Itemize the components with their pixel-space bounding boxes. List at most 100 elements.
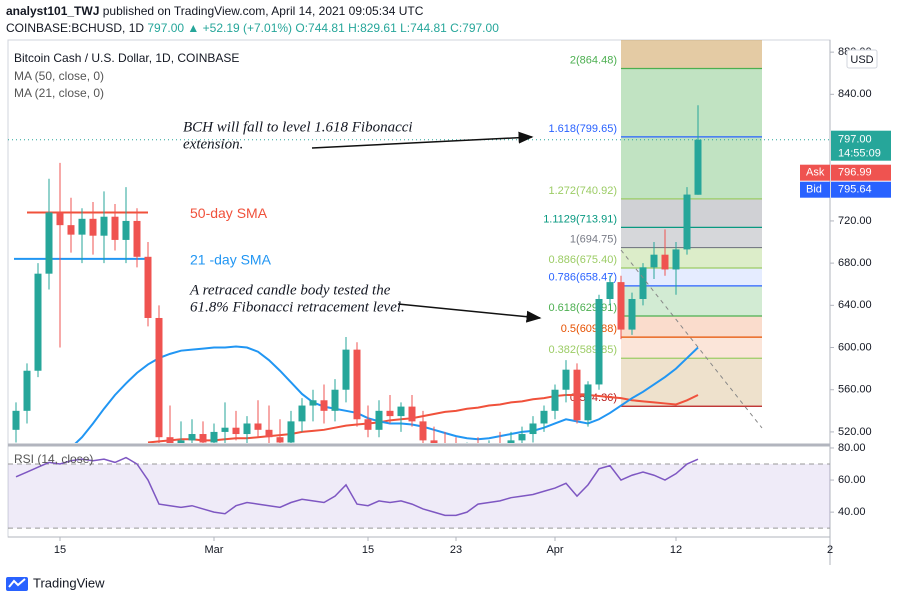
annotation: BCH will fall to level 1.618 Fibonacci <box>183 119 413 135</box>
candle-body <box>309 400 317 406</box>
candle-body <box>475 451 482 455</box>
candle-body <box>430 440 438 443</box>
symbol: COINBASE:BCHUSD, 1D <box>6 21 145 35</box>
candle-body <box>661 254 669 270</box>
candle-body <box>408 406 416 422</box>
fib-band <box>621 40 762 69</box>
candle-body <box>595 298 603 385</box>
candle-body <box>562 369 570 390</box>
candle-body <box>210 431 218 443</box>
candle-body <box>551 389 559 411</box>
price-pane: 2(864.48) 1.618(799.65) 1.272(740.92) 1.112… <box>8 40 830 458</box>
candle-body <box>133 220 141 257</box>
publish-line: analyst101_TWJ published on TradingView.… <box>6 3 499 20</box>
y-tick-label: 600.00 <box>838 341 872 353</box>
y-tick-label: 520.00 <box>838 426 872 438</box>
x-tick-label: 15 <box>362 544 374 556</box>
legend-entry: MA (21, close, 0) <box>14 86 104 100</box>
candle-body <box>507 440 515 443</box>
candle-body <box>199 434 207 443</box>
fib-band <box>621 227 762 248</box>
plot: 2(864.48) 1.618(799.65) 1.272(740.92) 1.112… <box>8 40 891 556</box>
candle-body <box>672 249 680 270</box>
rsi-band <box>8 464 830 529</box>
candle-body <box>639 267 647 299</box>
fib-label: 0.618(629.91) <box>549 302 618 314</box>
candle-body <box>464 451 471 458</box>
candle-body <box>694 139 702 195</box>
currency: USD <box>850 54 873 66</box>
candle-body <box>386 410 394 417</box>
ask-name: Ask <box>806 167 825 179</box>
change: ▲ +52.19 (+7.01%) <box>187 21 293 35</box>
currency-box <box>846 49 878 69</box>
candle-body <box>298 405 306 422</box>
x-tick-label: 12 <box>670 544 682 556</box>
ma-line <box>74 345 699 443</box>
candle-body <box>111 216 119 240</box>
fib-band <box>621 267 762 286</box>
candle-body <box>221 427 229 432</box>
y-tick-label: 840.00 <box>838 88 872 100</box>
fib-label: 0.886(675.40) <box>549 254 618 266</box>
candle-body <box>683 194 691 250</box>
brand: TradingView <box>33 575 105 590</box>
candle-body <box>166 437 174 443</box>
candle-body <box>573 369 581 421</box>
y-tick-label: 80.00 <box>838 442 866 454</box>
bid-tag <box>800 181 830 198</box>
fib-band <box>621 68 762 137</box>
fib-label: 0.382(589.85) <box>549 344 618 356</box>
sma-label: 21 -day SMA <box>190 252 272 268</box>
ohlc: O:744.81 H:829.61 L:744.81 C:797.00 <box>295 21 499 35</box>
candle-body <box>320 400 328 411</box>
fib-band <box>621 247 762 268</box>
legend-entry: MA (50, close, 0) <box>14 69 104 83</box>
candle-body <box>122 220 130 240</box>
y-tick-label: 640.00 <box>838 299 872 311</box>
candle-body <box>287 421 295 443</box>
candle-body <box>45 212 53 274</box>
candle-body <box>89 218 97 236</box>
rsi-pane <box>8 456 830 529</box>
candle-body <box>397 406 405 417</box>
candle-body <box>486 447 493 455</box>
x-tick-label: Mar <box>205 544 224 556</box>
candle-body <box>78 218 86 235</box>
countdown: 14:55:09 <box>838 148 881 160</box>
annotation: A retraced candle body tested the <box>189 282 391 298</box>
candle-body <box>265 429 273 438</box>
x-tick-label: 23 <box>450 544 462 556</box>
candle-body <box>56 212 64 226</box>
bid-name: Bid <box>806 184 822 196</box>
candle-body <box>276 437 284 443</box>
fib-band <box>621 315 762 338</box>
candle-body <box>628 298 636 330</box>
y-tick-label: 40.00 <box>838 506 866 518</box>
ask-tag <box>800 164 830 181</box>
candle-body <box>518 434 526 441</box>
logo <box>6 577 28 591</box>
chart-title: Bitcoin Cash / U.S. Dollar, 1D, COINBASE <box>14 51 239 65</box>
x-tick-label: Apr <box>546 544 563 556</box>
x-tick-label: 2 <box>827 544 833 556</box>
candle-body <box>67 225 75 235</box>
candle-body <box>331 389 339 411</box>
y-tick-label: 560.00 <box>838 384 872 396</box>
candle-body <box>155 317 163 438</box>
bid-price-tag <box>831 181 891 198</box>
header: analyst101_TWJ published on TradingView.… <box>6 3 499 37</box>
fib-label: 0.786(658.47) <box>549 272 618 284</box>
arrow <box>397 303 542 323</box>
fib-label: 1.272(740.92) <box>549 185 618 197</box>
bid-price: 795.64 <box>838 184 872 196</box>
candle-body <box>364 419 372 430</box>
candle-body <box>254 423 262 430</box>
candle-body <box>617 282 625 330</box>
fib-label: 0.5(609.88) <box>561 323 617 335</box>
trend-line <box>620 249 763 429</box>
last-price: 797.00 <box>838 134 872 146</box>
price: 797.00 <box>147 21 185 35</box>
